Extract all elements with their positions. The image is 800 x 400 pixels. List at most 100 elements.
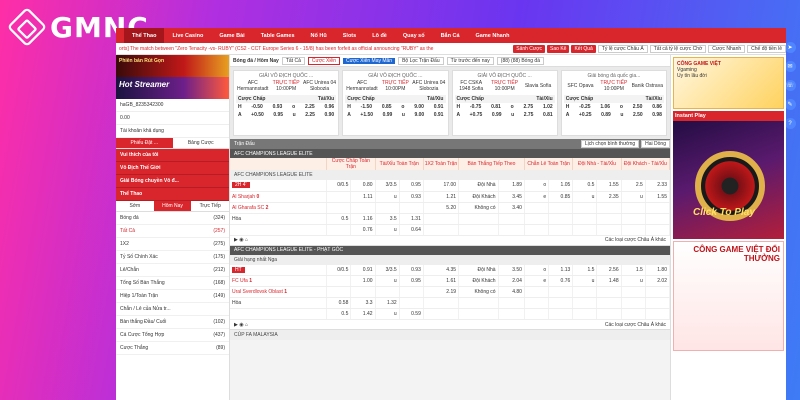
order-select[interactable]: Lịch chọn bình thường xyxy=(580,140,640,148)
statement-button[interactable]: Sao Kê xyxy=(547,44,570,53)
odds-cell[interactable]: 0.76 xyxy=(548,275,574,287)
odds-cell[interactable]: u xyxy=(621,191,646,203)
odds-cell[interactable]: 0.93 xyxy=(399,264,424,276)
odds-cell[interactable]: Đội Nhà xyxy=(458,264,499,276)
odds-cell[interactable]: u xyxy=(375,224,400,236)
odds-cell[interactable]: 1.55 xyxy=(596,180,622,192)
odds-cell[interactable]: 0.93 xyxy=(399,191,424,203)
match-filter-select[interactable]: Bộ Lọc Trận Đấu xyxy=(398,56,444,65)
promo-ad-2[interactable]: CÔNG GAME VIỆT ĐỔI THƯỞNG xyxy=(673,241,784,351)
odds-cell[interactable]: 3/3.5 xyxy=(375,180,400,192)
away-team[interactable]: Ural Sverdlovsk Oblast xyxy=(232,289,283,295)
tab-no-hu[interactable]: Nổ Hũ xyxy=(310,32,327,39)
hot-streamer-banner[interactable]: Hot Streamer xyxy=(116,77,229,99)
highlight-card[interactable]: Giải bóng đá quốc gia... SFC Opava TRỰC T… xyxy=(560,70,667,136)
odds-cell[interactable]: Không có xyxy=(458,286,499,298)
other-bets-link[interactable]: Các loại cược Châu Á khác xyxy=(604,237,666,243)
odds-cell[interactable]: Đội Nhà xyxy=(458,180,499,192)
odds-cell[interactable]: 5.20 xyxy=(423,202,460,214)
odds-cell[interactable]: 1.11 xyxy=(350,191,376,203)
league-name[interactable]: CÚP FA MALAYSIA xyxy=(230,330,670,340)
odds-cell[interactable]: e xyxy=(524,275,550,287)
odds-cell[interactable]: 0.5 xyxy=(326,213,352,225)
sport-item[interactable]: Chẵn / Lẻ của Nửa tr... xyxy=(116,303,229,316)
small-amount-toggle[interactable]: Chế độ tiền lẻ xyxy=(747,44,786,53)
tab-live[interactable]: Trực Tiếp xyxy=(199,203,221,209)
odds-cell[interactable]: 1.5 xyxy=(621,264,646,276)
odds-cell[interactable]: 4.35 xyxy=(423,264,460,276)
odds-cell[interactable]: 0.91 xyxy=(350,264,376,276)
odds-cell[interactable]: 0.5 xyxy=(572,180,598,192)
telegram-icon[interactable]: ➤ xyxy=(784,42,796,53)
odds-cell[interactable]: 1.32 xyxy=(375,297,400,309)
odds-cell[interactable]: 1.61 xyxy=(423,275,460,287)
tab-game-nhanh[interactable]: Game Nhanh xyxy=(475,32,510,39)
sport-item[interactable]: 1X2 (275) xyxy=(116,238,229,251)
odds-cell[interactable]: u xyxy=(572,275,598,287)
odds-cell[interactable]: 1.80 xyxy=(645,264,670,276)
odds-cell[interactable]: 1.21 xyxy=(423,191,460,203)
tab-live-casino[interactable]: Live Casino xyxy=(172,32,204,39)
sport-item[interactable]: Lẻ/Chẵn (212) xyxy=(116,264,229,277)
odds-cell[interactable]: o xyxy=(524,264,550,276)
instant-play-ad[interactable]: Instant Play Click To Play xyxy=(673,111,784,239)
league-bar[interactable]: AFC CHAMPIONS LEAGUE ELITE xyxy=(230,149,670,158)
highlight-card[interactable]: GIẢI VÔ ĐỊCH QUỐC ... FC CSKA 1948 Sofia… xyxy=(451,70,558,136)
odds-cell[interactable]: 0.59 xyxy=(399,308,424,320)
odds-cell[interactable]: 2.33 xyxy=(645,180,670,192)
sport-item[interactable]: Cược Thắng (89) xyxy=(116,342,229,355)
odds-cell[interactable]: e xyxy=(524,191,550,203)
league-name[interactable]: Giải hạng nhất Nga xyxy=(230,254,670,265)
odds-cell[interactable]: 1.13 xyxy=(548,264,574,276)
odds-cell[interactable]: o xyxy=(524,180,550,192)
phone-icon[interactable]: ☏ xyxy=(784,80,796,91)
video-icon[interactable]: ▶ ◉ ⌂ xyxy=(234,321,249,328)
odds-cell[interactable]: 2.19 xyxy=(423,286,460,298)
tab-ban-ca[interactable]: Bắn Cá xyxy=(440,32,460,39)
video-icon[interactable]: ▶ ◉ ⌂ xyxy=(234,237,249,243)
odds-cell[interactable]: Không có xyxy=(458,202,499,214)
odds-cell[interactable]: 1.00 xyxy=(350,275,376,287)
betting-hall-button[interactable]: Sảnh Cược xyxy=(513,44,546,53)
odds-cell[interactable]: u xyxy=(375,191,400,203)
tab-lo-de[interactable]: Lô đề xyxy=(372,32,387,39)
tab-slots[interactable]: Slots xyxy=(342,32,357,39)
odds-cell[interactable]: 17.00 xyxy=(423,180,460,192)
odds-cell[interactable]: 4.80 xyxy=(498,286,525,298)
chat-icon[interactable]: ✉ xyxy=(784,61,796,72)
menu-favorites[interactable]: Vui thích của tôi xyxy=(116,149,229,162)
odds-cell[interactable]: 0.95 xyxy=(399,275,424,287)
league-name[interactable]: AFC CHAMPIONS LEAGUE ELITE xyxy=(230,170,670,180)
pending-bets-tab[interactable]: Phiếu Đặt ... xyxy=(116,138,173,148)
promo-banner[interactable]: Phiên bản Rút Gọn xyxy=(116,55,229,77)
odds-cell[interactable]: Đội Khách xyxy=(458,275,499,287)
odds-cell[interactable]: 0.64 xyxy=(399,224,424,236)
rows-select[interactable]: Hai Dòng xyxy=(641,140,670,148)
highlight-card[interactable]: GIẢI VÔ ĐỊCH QUỐC ... AFC Hermannstadt TR… xyxy=(233,70,340,136)
odds-cell[interactable]: 1.89 xyxy=(498,180,525,192)
odds-cell[interactable]: u xyxy=(621,275,646,287)
odds-cell[interactable]: 3/3.5 xyxy=(375,264,400,276)
quick-bet-toggle[interactable]: Cược Nhanh xyxy=(708,44,746,53)
odds-cell[interactable]: u xyxy=(572,191,598,203)
odds-cell[interactable]: 3.50 xyxy=(498,264,525,276)
lucky-parlay-button[interactable]: Cược Xiên May Mắn xyxy=(343,57,396,64)
sport-item[interactable]: Bàn thắng Đầu/ Cuối (102) xyxy=(116,316,229,329)
odds-cell[interactable]: 3.45 xyxy=(498,191,525,203)
odds-cell[interactable]: 1.31 xyxy=(399,213,424,225)
menu-volleyball[interactable]: Giải Bóng chuyền Vô đ... xyxy=(116,175,229,188)
odds-cell[interactable]: 0.58 xyxy=(326,297,352,309)
sport-item[interactable]: Tất Cả (257) xyxy=(116,225,229,238)
odds-cell[interactable]: 1.16 xyxy=(350,213,376,225)
odds-cell[interactable]: 3.5 xyxy=(375,213,400,225)
results-button[interactable]: Kết Quả xyxy=(571,44,596,53)
odds-cell[interactable]: 3.40 xyxy=(498,202,525,214)
support-icon[interactable]: ? xyxy=(784,118,796,129)
home-team[interactable]: Al Sharjah xyxy=(232,193,256,200)
parlay-button[interactable]: Cược Xiên xyxy=(307,56,340,65)
league-bar[interactable]: AFC CHAMPIONS LEAGUE ELITE - PHẠT GÓC xyxy=(230,245,670,255)
odds-cell[interactable]: 0.5 xyxy=(326,308,352,320)
odds-cell[interactable]: Đội Khách xyxy=(458,191,499,203)
odds-cell[interactable]: u xyxy=(375,275,400,287)
odds-cell[interactable]: 0.76 xyxy=(350,224,376,236)
